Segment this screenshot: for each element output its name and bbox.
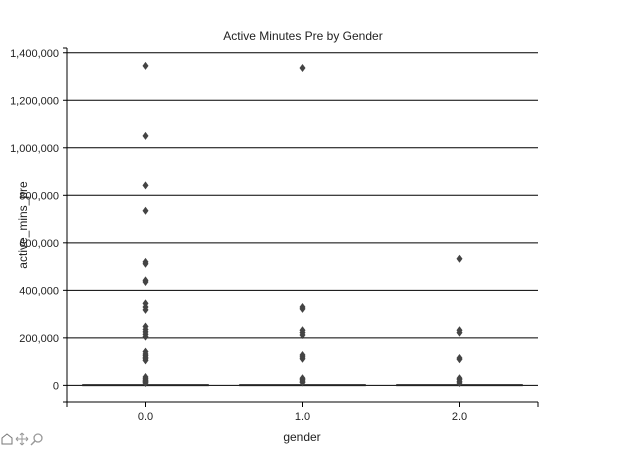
home-icon[interactable] xyxy=(0,432,14,446)
outlier-point xyxy=(456,328,463,337)
outlier-point xyxy=(142,332,149,341)
y-tick-label: 1,000,000 xyxy=(10,143,59,155)
pan-icon[interactable] xyxy=(15,432,29,446)
chart-title: Active Minutes Pre by Gender xyxy=(223,29,382,43)
zoom-icon[interactable] xyxy=(30,432,44,446)
outlier-point xyxy=(142,259,149,268)
outlier-point xyxy=(142,305,149,314)
box-1.0 xyxy=(239,63,366,387)
box-0.0 xyxy=(82,61,209,387)
outlier-point xyxy=(142,356,149,365)
outlier-point xyxy=(142,206,149,215)
x-tick-label: 2.0 xyxy=(452,411,467,423)
y-tick-label: 600,000 xyxy=(19,238,59,250)
outlier-point xyxy=(142,61,149,70)
outlier-point xyxy=(456,355,463,364)
y-tick-label: 400,000 xyxy=(19,285,59,297)
y-tick-label: 200,000 xyxy=(19,333,59,345)
outlier-point xyxy=(456,254,463,263)
outlier-point xyxy=(142,278,149,287)
outlier-point xyxy=(299,331,306,340)
outlier-point xyxy=(299,378,306,387)
y-tick-label: 1,200,000 xyxy=(10,95,59,107)
x-axis-label: gender xyxy=(283,430,320,444)
x-tick-label: 0.0 xyxy=(138,411,153,423)
y-axis-label: active_mins_pre xyxy=(16,181,30,269)
outlier-point xyxy=(142,378,149,387)
outlier-point xyxy=(299,304,306,313)
x-axis: 0.0 1.0 2.0 xyxy=(66,401,539,423)
outlier-point xyxy=(142,131,149,140)
x-tick-label: 1.0 xyxy=(295,411,310,423)
outlier-point xyxy=(299,63,306,72)
plot-toolbar xyxy=(0,430,44,448)
outlier-point xyxy=(456,378,463,387)
y-tick-label: 1,400,000 xyxy=(10,48,59,60)
box-2.0 xyxy=(396,254,523,387)
box-plots xyxy=(82,61,523,387)
y-tick-label: 800,000 xyxy=(19,190,59,202)
y-tick-label: 0 xyxy=(53,380,59,392)
y-axis: 0 200,000 400,000 600,000 800,000 1,000,000 1,… xyxy=(10,47,68,403)
outlier-point xyxy=(142,181,149,190)
outlier-point xyxy=(299,354,306,363)
